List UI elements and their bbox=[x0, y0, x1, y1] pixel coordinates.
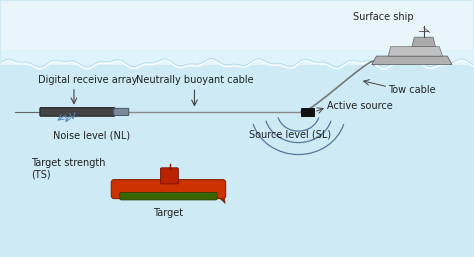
Polygon shape bbox=[412, 37, 436, 47]
Bar bbox=[301, 108, 314, 116]
FancyBboxPatch shape bbox=[120, 192, 217, 200]
FancyBboxPatch shape bbox=[111, 180, 226, 199]
FancyBboxPatch shape bbox=[160, 168, 178, 184]
Text: Source level (SL): Source level (SL) bbox=[249, 129, 331, 139]
Text: Active source: Active source bbox=[327, 101, 392, 111]
Text: Neutrally buoyant cable: Neutrally buoyant cable bbox=[136, 75, 253, 85]
Text: Target strength
(TS): Target strength (TS) bbox=[31, 158, 106, 180]
Polygon shape bbox=[372, 56, 452, 65]
Polygon shape bbox=[213, 188, 225, 203]
Text: Noise level (NL): Noise level (NL) bbox=[53, 131, 130, 141]
Text: Surface ship: Surface ship bbox=[353, 12, 414, 22]
Text: Tow cable: Tow cable bbox=[388, 85, 436, 95]
Text: Target: Target bbox=[154, 208, 183, 218]
Text: Digital receive array: Digital receive array bbox=[38, 75, 138, 85]
Polygon shape bbox=[388, 47, 443, 56]
Polygon shape bbox=[0, 1, 474, 65]
FancyBboxPatch shape bbox=[40, 108, 115, 116]
FancyBboxPatch shape bbox=[114, 108, 129, 115]
